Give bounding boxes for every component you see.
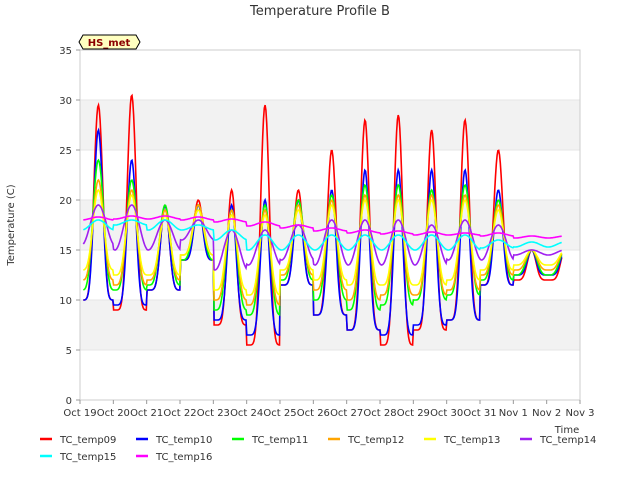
plot-frame — [79, 49, 581, 401]
legend-label: TC_temp15 — [59, 452, 116, 463]
y-tick-label: 35 — [59, 46, 72, 57]
x-tick-label: Oct 27 — [330, 408, 363, 419]
x-tick-label: Oct 23 — [197, 408, 230, 419]
legend-label: TC_temp14 — [539, 435, 596, 446]
annotation-label: HS_met — [88, 38, 131, 49]
legend-label: TC_temp16 — [155, 452, 212, 463]
x-tick-label: Oct 30 — [430, 408, 463, 419]
x-axis: Oct 19 Oct 20 Oct 21 Oct 22 Oct 23 Oct 24 Oct … — [63, 400, 595, 419]
grid-band — [80, 300, 580, 350]
x-tick-label: Oct 25 — [263, 408, 296, 419]
annotation-shape — [78, 34, 141, 50]
x-tick-label: Oct 20 — [97, 408, 130, 419]
y-tick-label: 10 — [59, 296, 72, 307]
series-line-TC_temp13 — [83, 188, 563, 297]
y-tick-label: 25 — [59, 146, 72, 157]
x-tick-label: Oct 31 — [463, 408, 496, 419]
y-axis: 0 5 10 15 20 25 30 35 — [59, 46, 80, 407]
y-tick-label: 5 — [66, 346, 72, 357]
legend-label: TC_temp11 — [251, 435, 308, 446]
x-tick-label: Oct 21 — [130, 408, 163, 419]
x-tick-label: Oct 28 — [363, 408, 396, 419]
x-tick-label: Oct 22 — [163, 408, 196, 419]
x-tick-label: Nov 3 — [565, 408, 594, 419]
annotation-box: HS_met — [78, 34, 141, 50]
series-line-TC_temp16 — [83, 215, 562, 239]
legend: TC_temp09 TC_temp10 TC_temp11 TC_temp12 TC_t… — [40, 435, 596, 463]
y-tick-label: 0 — [66, 396, 72, 407]
series-line-TC_temp15 — [83, 219, 562, 251]
x-tick-label: Nov 2 — [532, 408, 561, 419]
y-tick-label: 15 — [59, 246, 72, 257]
legend-label: TC_temp12 — [347, 435, 404, 446]
legend-label: TC_temp09 — [59, 435, 116, 446]
y-tick-label: 20 — [59, 196, 72, 207]
series-lines — [82, 93, 563, 347]
series-line-TC_temp12 — [83, 178, 563, 307]
legend-label: TC_temp10 — [155, 435, 212, 446]
grid-band — [80, 100, 580, 150]
legend-label: TC_temp13 — [443, 435, 500, 446]
y-axis-label: Temperature (C) — [6, 184, 17, 266]
x-tick-label: Oct 26 — [297, 408, 330, 419]
x-tick-label: Nov 1 — [499, 408, 528, 419]
series-line-TC_temp11 — [83, 158, 563, 317]
chart-title: Temperature Profile B — [249, 4, 390, 19]
x-axis-label: Time — [554, 425, 579, 436]
x-tick-label: Oct 24 — [230, 408, 263, 419]
y-tick-label: 30 — [59, 96, 72, 107]
x-tick-label: Oct 19 — [63, 408, 96, 419]
x-tick-label: Oct 29 — [397, 408, 430, 419]
